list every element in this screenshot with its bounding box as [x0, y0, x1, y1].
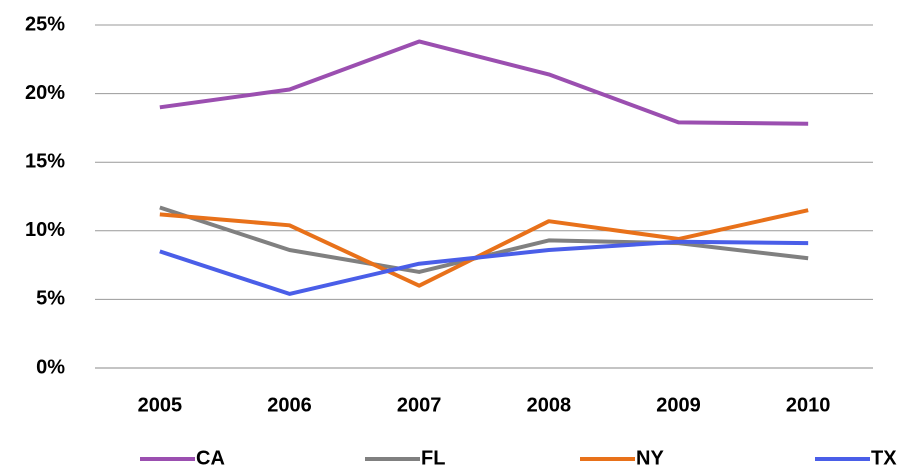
- y-tick-label: 10%: [25, 219, 65, 241]
- y-tick-label: 5%: [36, 288, 65, 310]
- x-tick-label: 2007: [397, 394, 442, 416]
- x-tick-label: 2008: [527, 394, 572, 416]
- legend-label: TX: [871, 447, 897, 469]
- legend-label: FL: [421, 447, 445, 469]
- line: [159, 239, 809, 296]
- x-tick-label: 2010: [786, 394, 831, 416]
- y-tick-label: 20%: [25, 82, 65, 104]
- line: [159, 205, 809, 274]
- x-tick-label: 2006: [267, 394, 312, 416]
- y-tick-label: 0%: [36, 356, 65, 378]
- legend-label: CA: [196, 447, 225, 469]
- y-tick-label: 15%: [25, 150, 65, 172]
- legend-label: NY: [636, 447, 664, 469]
- x-tick-label: 2009: [656, 394, 701, 416]
- y-tick-label: 25%: [25, 13, 65, 35]
- line: [159, 39, 809, 126]
- x-tick-label: 2005: [138, 394, 183, 416]
- line: [159, 208, 809, 288]
